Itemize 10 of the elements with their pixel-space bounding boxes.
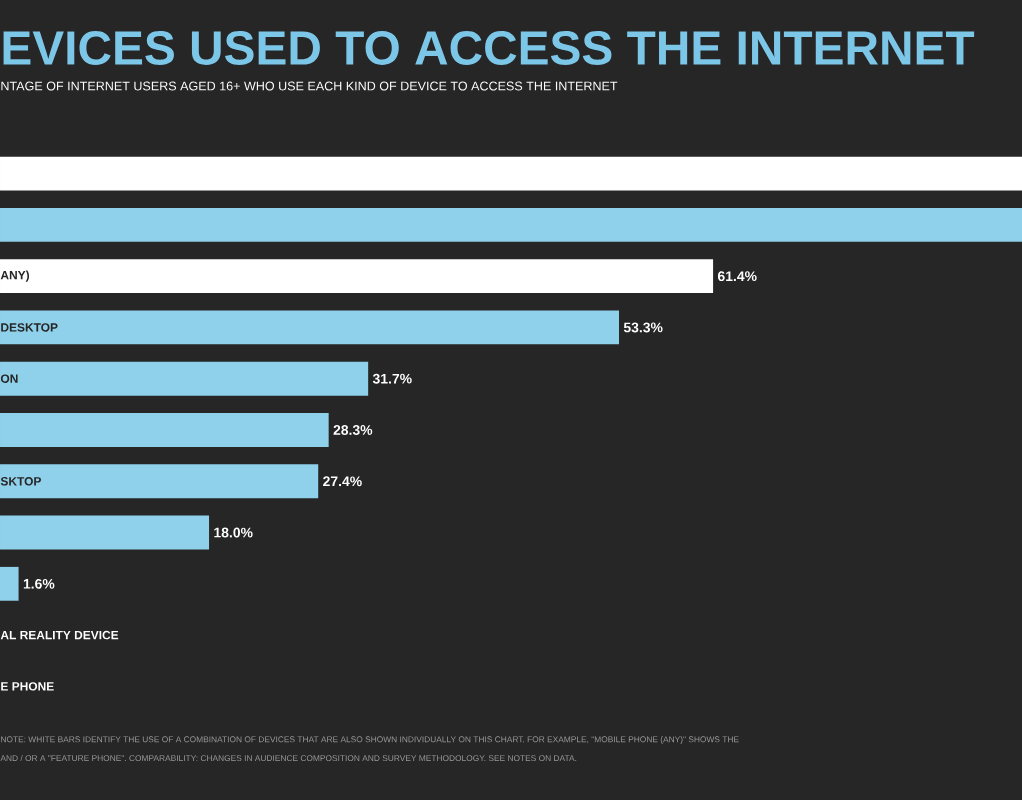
bar bbox=[0, 464, 319, 499]
bar bbox=[0, 156, 1022, 191]
chart-title: EVICES USED TO ACCESS THE INTERNET bbox=[3, 31, 975, 65]
bar bbox=[0, 413, 329, 447]
bar bbox=[0, 515, 210, 550]
bar bbox=[0, 361, 369, 396]
bar bbox=[0, 259, 714, 294]
bar bbox=[0, 566, 19, 601]
bar bbox=[0, 207, 1022, 242]
bar bbox=[0, 310, 620, 345]
